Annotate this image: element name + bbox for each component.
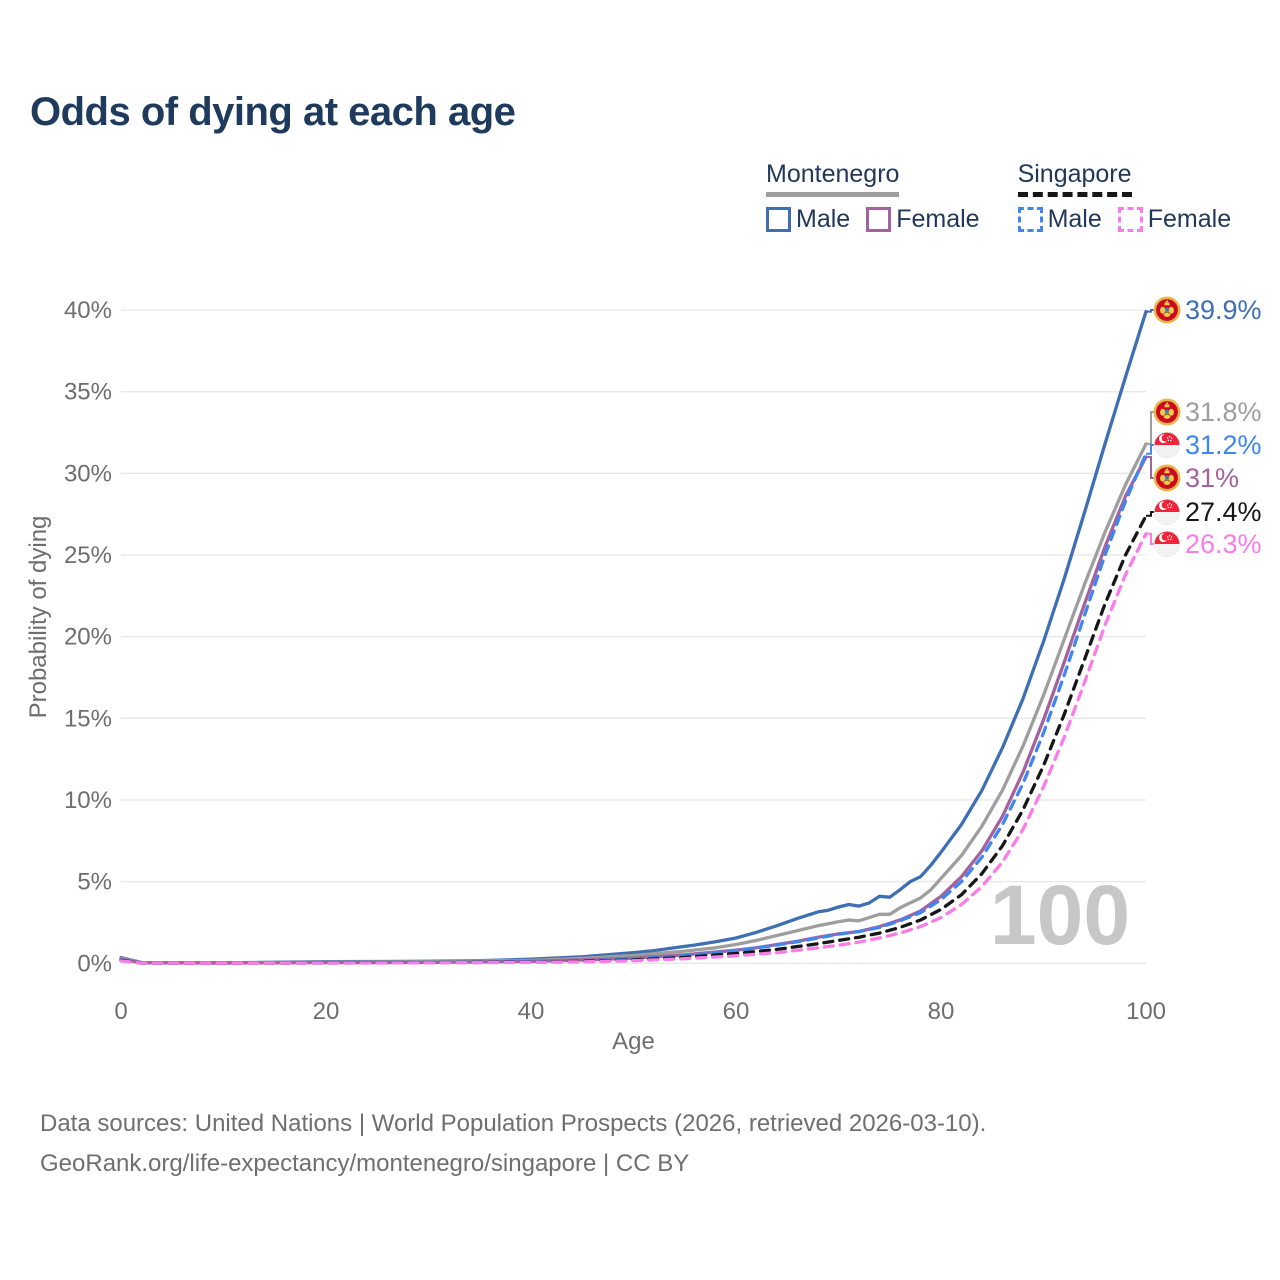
y-tick-0%: 0% (77, 950, 112, 977)
legend-item-montenegro-female[interactable]: Female (866, 205, 980, 234)
label-connector-singapore-female (1146, 532, 1155, 545)
label-connector-montenegro-female (1146, 456, 1155, 479)
y-tick-20%: 20% (64, 624, 112, 651)
x-tick-40: 40 (518, 998, 545, 1025)
singapore-female-swatch-icon (1117, 207, 1143, 232)
flag-singapore-icon (1153, 498, 1181, 526)
y-tick-10%: 10% (64, 787, 112, 814)
y-tick-30%: 30% (64, 460, 112, 487)
montenegro-female-swatch-icon (866, 207, 892, 232)
label-connector-montenegro-both-sexes (1146, 411, 1155, 445)
x-tick-100: 100 (1126, 998, 1166, 1025)
legend-label-montenegro-female: Female (896, 205, 980, 233)
flag-montenegro-icon (1153, 296, 1181, 324)
footer-attribution: GeoRank.org/life-expectancy/montenegro/s… (40, 1150, 690, 1177)
y-tick-5%: 5% (77, 869, 112, 896)
legend-items-montenegro: Male Female (766, 205, 980, 234)
legend-label-singapore-male: Male (1047, 205, 1102, 233)
label-connector-montenegro-male (1146, 309, 1155, 313)
series-line-singapore-female (119, 532, 1148, 965)
legend-label-singapore-female: Female (1147, 205, 1232, 233)
end-label-singapore-female: 26.3% (1185, 529, 1262, 559)
x-tick-80: 80 (928, 998, 955, 1025)
x-tick-0: 0 (114, 998, 127, 1025)
legend-items-singapore: Male Female (1017, 205, 1232, 234)
age-watermark: 100 (990, 868, 1130, 962)
end-label-montenegro-both-sexes: 31.8% (1185, 397, 1262, 427)
label-connector-singapore-male (1146, 444, 1155, 455)
legend-item-singapore-female[interactable]: Female (1117, 205, 1232, 234)
flag-montenegro-icon (1153, 464, 1181, 492)
y-axis-title: Probability of dying (25, 516, 52, 719)
montenegro-male-swatch-icon (766, 207, 791, 232)
flag-montenegro-icon (1153, 398, 1181, 426)
end-label-montenegro-male: 39.9% (1185, 295, 1262, 325)
footer-data-sources: Data sources: United Nations | World Pop… (40, 1110, 987, 1137)
legend-label-montenegro-male: Male (796, 205, 851, 233)
label-connector-singapore-both-sexes (1146, 511, 1155, 517)
legend-item-montenegro-male[interactable]: Male (766, 205, 850, 234)
footer: Data sources: United Nations | World Pop… (40, 1104, 986, 1184)
legend-group-montenegro: Montenegro Male Female (766, 160, 980, 234)
end-label-montenegro-female: 31% (1185, 463, 1239, 493)
y-tick-40%: 40% (64, 297, 112, 324)
legend-group-title-singapore: Singapore (1017, 160, 1132, 197)
page-title: Odds of dying at each age (30, 90, 516, 134)
end-label-singapore-male: 31.2% (1185, 430, 1262, 460)
flag-singapore-icon (1153, 530, 1181, 558)
flag-singapore-icon (1153, 431, 1181, 459)
x-tick-20: 20 (313, 998, 340, 1025)
legend-group-title-montenegro: Montenegro (766, 160, 900, 197)
singapore-male-swatch-icon (1017, 207, 1043, 232)
x-tick-60: 60 (723, 998, 750, 1025)
x-axis-title: Age (612, 1028, 655, 1055)
legend-item-singapore-male[interactable]: Male (1017, 205, 1102, 234)
legend: Montenegro Male Female Singapore Male (766, 160, 1231, 234)
end-label-singapore-both-sexes: 27.4% (1185, 497, 1262, 527)
y-tick-15%: 15% (64, 705, 112, 732)
legend-group-singapore: Singapore Male Female (1017, 160, 1232, 234)
y-tick-35%: 35% (64, 379, 112, 406)
y-tick-25%: 25% (64, 542, 112, 569)
